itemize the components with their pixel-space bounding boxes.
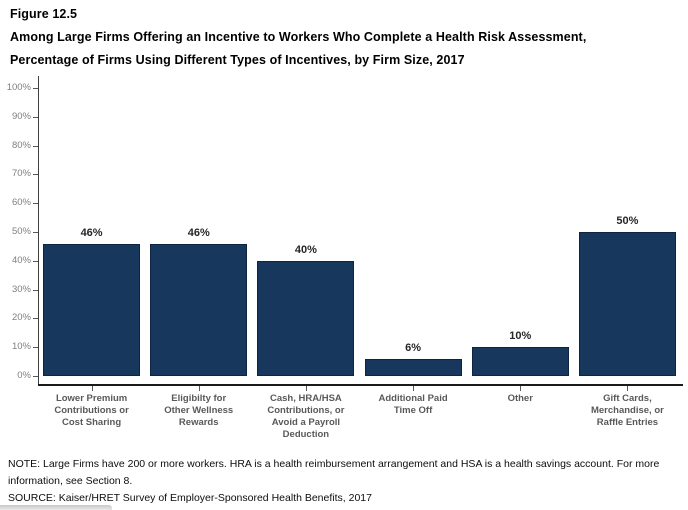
bar-value-label: 40% — [294, 243, 317, 256]
bar-value-label: 46% — [80, 226, 103, 239]
bar — [150, 243, 248, 376]
y-tick-label: 100% — [6, 82, 31, 93]
y-tick-mark — [33, 260, 38, 262]
source-text: SOURCE: Kaiser/HRET Survey of Employer-S… — [8, 492, 372, 504]
y-tick-mark — [33, 88, 38, 89]
category-label: Cash, HRA/HSA Contributions, or Avoid a … — [267, 393, 345, 440]
category-tick — [305, 386, 307, 391]
y-tick-label: 60% — [11, 197, 31, 209]
figure-label: Figure 12.5 — [10, 7, 78, 21]
bar — [43, 243, 141, 376]
y-tick-mark — [33, 289, 38, 291]
bar — [364, 358, 462, 376]
bar — [471, 347, 569, 376]
y-tick-mark — [33, 145, 38, 147]
y-tick-mark — [33, 376, 38, 377]
y-tick-label: 0% — [17, 370, 31, 381]
footnotes: NOTE: Large Firms have 200 or more worke… — [8, 456, 682, 507]
category-label: Gift Cards, Merchandise, or Raffle Entri… — [590, 393, 664, 428]
y-tick-label: 20% — [11, 312, 31, 324]
y-tick-label: 90% — [11, 110, 31, 122]
category-label: Lower Premium Contributions or Cost Shar… — [54, 393, 129, 428]
figure-title-line1: Among Large Firms Offering an Incentive … — [10, 30, 587, 44]
note-text: NOTE: Large Firms have 200 or more worke… — [8, 458, 660, 487]
y-tick-label: 80% — [11, 139, 31, 151]
y-tick-mark — [33, 203, 38, 205]
category-tick — [198, 386, 200, 391]
category-tick — [627, 386, 629, 391]
y-axis-line — [38, 76, 39, 385]
bar — [257, 260, 355, 376]
y-tick-label: 50% — [11, 226, 31, 237]
y-tick-label: 30% — [11, 283, 31, 295]
bar-value-label: 50% — [616, 215, 639, 227]
category-label: Other — [507, 393, 533, 404]
y-tick-label: 70% — [11, 168, 31, 180]
bar-value-label: 46% — [187, 226, 210, 239]
y-tick-label: 10% — [11, 341, 31, 353]
category-label: Additional Paid Time Off — [378, 393, 448, 416]
bar-value-label: 10% — [509, 330, 532, 343]
category-tick — [91, 386, 93, 391]
y-tick-mark — [33, 174, 38, 176]
y-tick-mark — [33, 318, 38, 320]
category-label: Eligibilty for Other Wellness Rewards — [164, 393, 234, 428]
category-tick — [520, 386, 522, 391]
bar — [578, 232, 676, 376]
figure-title-line2: Percentage of Firms Using Different Type… — [10, 53, 465, 67]
bar-value-label: 6% — [405, 341, 422, 354]
y-tick-mark — [33, 116, 38, 118]
y-tick-mark — [33, 232, 38, 233]
y-tick-mark — [33, 347, 38, 349]
category-tick — [413, 386, 415, 391]
x-axis-line — [38, 384, 683, 386]
y-tick-label: 40% — [11, 254, 31, 266]
scrollbar-artifact — [0, 505, 112, 510]
